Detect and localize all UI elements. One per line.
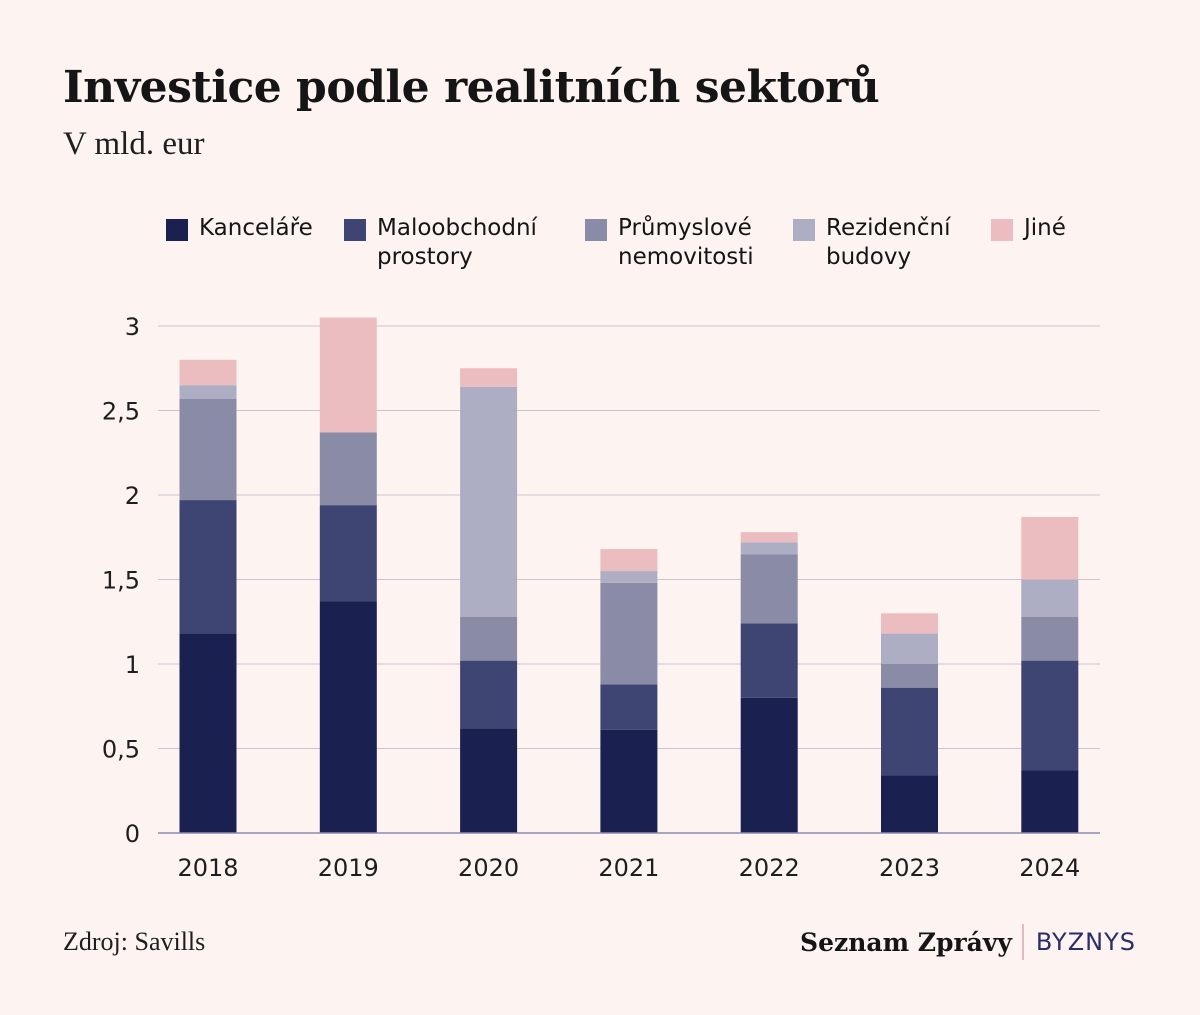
bar-segment <box>1021 516 1079 580</box>
y-tick-label: 2,5 <box>102 398 140 426</box>
source-note: Zdroj: Savills <box>63 927 206 956</box>
bar-segment <box>740 554 798 624</box>
legend-swatch-prumyslove <box>585 219 607 241</box>
brand: Seznam Zprávy BYZNYS <box>800 923 1136 961</box>
y-tick-label: 0,5 <box>102 736 140 764</box>
legend-swatch-jine <box>991 219 1013 241</box>
bar-segment <box>179 359 237 386</box>
legend-label-prumyslove: Průmyslové nemovitosti <box>618 215 754 270</box>
bar-segment <box>319 505 377 602</box>
legend-swatch-kancelare <box>166 219 188 241</box>
legend-label-rezidencni: Rezidenční budovy <box>826 215 951 270</box>
bar-segment <box>460 386 518 617</box>
y-tick-label: 2 <box>125 482 140 510</box>
bar-segment <box>1021 660 1079 771</box>
chart-title: Investice podle realitních sektorů <box>63 62 880 113</box>
legend-swatch-rezidencni <box>793 219 815 241</box>
x-tick-label: 2022 <box>739 854 800 882</box>
x-tick-label: 2023 <box>879 854 940 882</box>
bar-segment <box>460 660 518 729</box>
bar-segment <box>179 633 237 833</box>
bar-segment <box>460 616 518 661</box>
bar-segment <box>740 532 798 543</box>
x-tick-label: 2021 <box>598 854 659 882</box>
bar-segment <box>740 542 798 555</box>
bar-segment <box>179 500 237 634</box>
bar-segment <box>600 582 658 685</box>
legend-label-jine: Jiné <box>1024 215 1066 241</box>
bar-segment <box>1021 579 1079 617</box>
y-tick-label: 1 <box>125 651 140 679</box>
legend: Kanceláře Maloobchodní prostory Průmyslo… <box>0 214 1200 284</box>
bar-segment <box>460 728 518 833</box>
bar-segment <box>881 633 938 664</box>
chart-subtitle: V mld. eur <box>63 126 205 162</box>
y-tick-label: 3 <box>125 313 140 341</box>
brand-name: Seznam Zprávy <box>800 927 1012 957</box>
bar-segment <box>881 664 938 688</box>
bar-segment <box>881 775 938 833</box>
bar-segment <box>881 613 938 634</box>
legend-label-kancelare: Kanceláře <box>199 215 313 241</box>
bar-segment <box>740 623 798 698</box>
x-tick-label: 2018 <box>177 854 238 882</box>
bar-segment <box>1021 616 1079 661</box>
bar-segment <box>1021 770 1079 833</box>
bar-segment <box>179 398 237 501</box>
bar-segment <box>319 432 377 506</box>
bar-segment <box>600 729 658 833</box>
brand-divider <box>1021 924 1024 960</box>
bar-segment <box>319 317 377 433</box>
bar-segment <box>319 601 377 833</box>
bar-segment <box>740 697 798 833</box>
y-tick-label: 1,5 <box>102 567 140 595</box>
bar-segment <box>460 368 518 387</box>
bar-segment <box>600 684 658 730</box>
bar-segment <box>600 549 658 572</box>
x-tick-label: 2019 <box>318 854 379 882</box>
bar-segment <box>179 385 237 399</box>
brand-section: BYZNYS <box>1035 928 1136 956</box>
bar-segment <box>881 687 938 776</box>
x-tick-label: 2020 <box>458 854 519 882</box>
legend-label-maloobchodni: Maloobchodní prostory <box>377 215 537 270</box>
x-tick-label: 2024 <box>1019 854 1080 882</box>
legend-swatch-maloobchodni <box>344 219 366 241</box>
y-tick-label: 0 <box>125 820 140 848</box>
bar-segment <box>600 571 658 583</box>
